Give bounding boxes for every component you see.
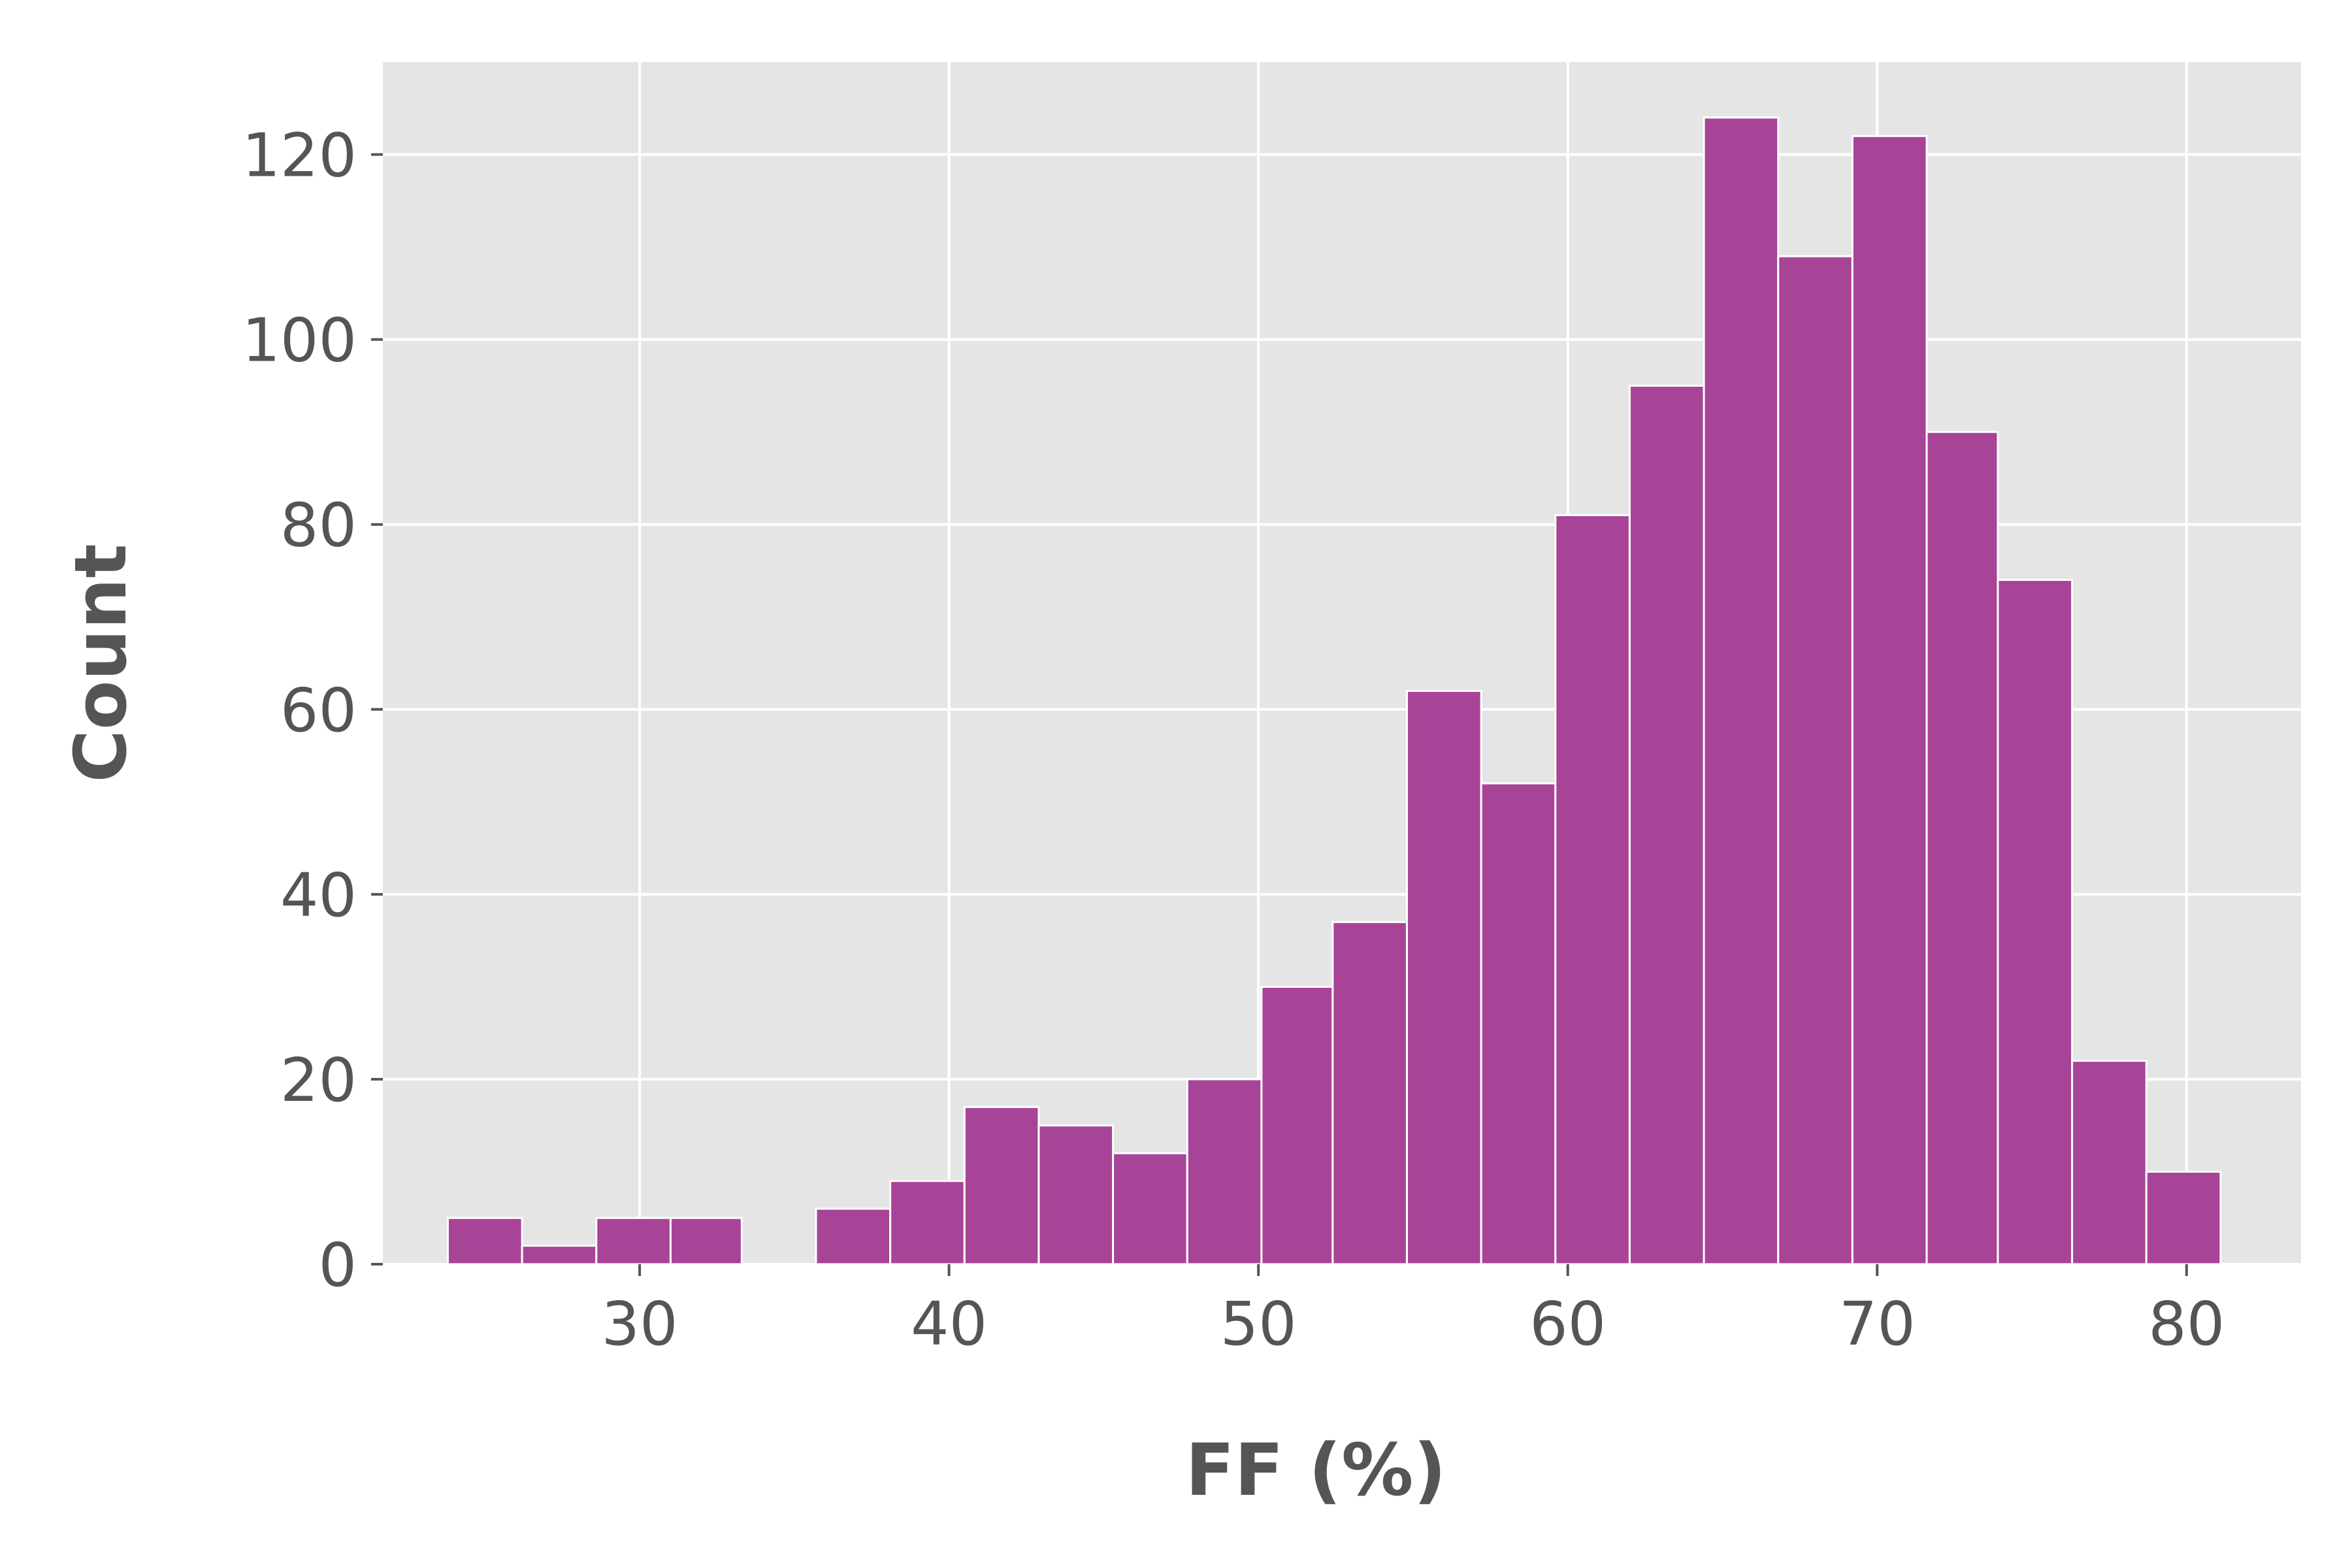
y-tick-label: 40 bbox=[280, 860, 357, 930]
histogram-bar bbox=[1405, 689, 1482, 1266]
histogram-bar bbox=[521, 1245, 598, 1266]
axis-ticks: 30 40 50 60 70 80 0 20 40 60 80 100 120 bbox=[242, 121, 2225, 1359]
y-tick-label: 100 bbox=[242, 306, 357, 376]
x-tick-label: 60 bbox=[1529, 1289, 1606, 1359]
histogram-bar bbox=[815, 1207, 892, 1266]
histogram-bar bbox=[963, 1105, 1040, 1266]
x-tick-label: 70 bbox=[1839, 1289, 1916, 1359]
x-tick-label: 80 bbox=[2148, 1289, 2225, 1359]
y-tick-label: 0 bbox=[318, 1230, 357, 1300]
histogram-bar bbox=[1186, 1078, 1263, 1266]
histogram-bar bbox=[1628, 384, 1705, 1266]
x-tick-label: 30 bbox=[602, 1289, 678, 1359]
histogram-bar bbox=[446, 1217, 523, 1266]
histogram-bar bbox=[1331, 921, 1408, 1266]
histogram-bars bbox=[446, 116, 2222, 1266]
histogram-bar bbox=[889, 1180, 966, 1266]
histogram-bar bbox=[1925, 431, 1999, 1266]
histogram-bar bbox=[595, 1217, 672, 1266]
x-tick-label: 50 bbox=[1220, 1289, 1297, 1359]
histogram-bar bbox=[1777, 255, 1854, 1266]
histogram-bar bbox=[1997, 579, 2074, 1266]
histogram-bar bbox=[1851, 135, 1928, 1266]
histogram-bar bbox=[1037, 1124, 1115, 1266]
y-tick-label: 60 bbox=[280, 676, 357, 745]
histogram-bar bbox=[1554, 514, 1631, 1266]
histogram-bar bbox=[1260, 985, 1334, 1266]
histogram-bar bbox=[1112, 1152, 1188, 1266]
histogram-bar bbox=[2145, 1170, 2222, 1266]
y-tick-label: 80 bbox=[280, 491, 357, 561]
histogram-bar bbox=[669, 1217, 743, 1266]
histogram-bar bbox=[2071, 1060, 2148, 1266]
histogram-bar bbox=[1480, 782, 1557, 1266]
y-tick-label: 120 bbox=[242, 121, 357, 191]
y-tick-label: 20 bbox=[280, 1045, 357, 1115]
x-axis-title: FF (%) bbox=[1185, 1428, 1446, 1512]
y-axis-title: Count bbox=[59, 544, 142, 783]
histogram-bar bbox=[1703, 116, 1780, 1266]
x-tick-label: 40 bbox=[911, 1289, 987, 1359]
